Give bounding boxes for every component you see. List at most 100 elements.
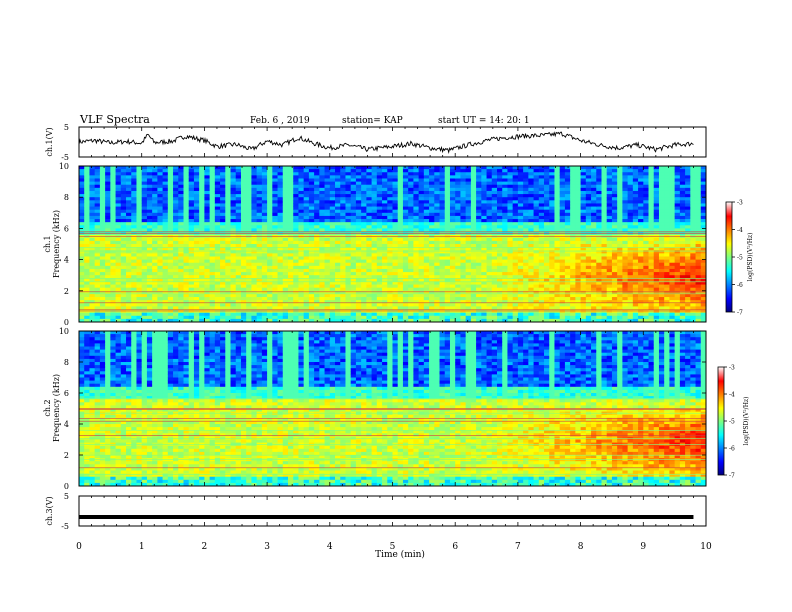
spec1-cell	[335, 225, 341, 229]
spec1-cell	[413, 247, 420, 251]
spec1-cell	[397, 259, 404, 264]
spec1-cell	[193, 290, 200, 295]
spec1-cell	[162, 212, 169, 217]
spec1-cell	[387, 219, 393, 223]
spec1-cell	[79, 175, 85, 179]
spec1-cell	[146, 272, 153, 276]
spec1-cell	[554, 228, 561, 232]
spec1-cell	[193, 225, 200, 229]
spec1-cell	[465, 237, 472, 242]
spec1-cell	[303, 306, 310, 310]
spec1-cell	[408, 287, 414, 292]
spec1-cell	[418, 284, 425, 289]
spec1-cell	[486, 215, 493, 220]
spec1-cell	[497, 203, 503, 207]
spec1-cell	[136, 181, 143, 186]
spec1-cell	[570, 240, 576, 245]
spec1-cell	[423, 166, 430, 170]
spec1-cell	[476, 265, 482, 270]
spec1-cell	[340, 256, 346, 260]
spec1-cell	[559, 265, 566, 270]
spec1-cell	[251, 268, 258, 273]
spec1-cell	[554, 209, 561, 214]
spec1-cell	[94, 184, 101, 189]
spec1-cell	[329, 222, 336, 226]
spec1-cell	[146, 169, 153, 173]
spec1-cell	[544, 250, 550, 254]
spec1-cell	[136, 237, 143, 242]
spec1-cell	[272, 228, 278, 232]
spec1-cell	[397, 281, 404, 285]
spec1-cell	[167, 244, 174, 248]
spec1-cell	[376, 278, 383, 282]
spec1-cell	[559, 169, 566, 173]
spec1-cell	[126, 184, 132, 189]
spec1-cell	[444, 228, 451, 232]
spec1-cell	[251, 303, 258, 307]
spec1-cell	[387, 284, 393, 289]
spec1-cell	[79, 306, 85, 310]
spec1-cell	[324, 206, 331, 211]
spec1-cell	[418, 306, 425, 310]
spec1-cell	[434, 169, 440, 173]
spec1-cell	[376, 306, 383, 310]
spec1-cell	[188, 315, 195, 320]
spec1-cell	[465, 187, 472, 192]
spec1-cell	[162, 166, 169, 170]
spec1-cell	[554, 190, 561, 195]
spec1-cell	[188, 284, 195, 289]
spec1-cell	[272, 259, 278, 264]
spec1-cell	[376, 275, 383, 279]
spec1-cell	[439, 222, 446, 226]
spec1-cell	[193, 312, 200, 317]
spec1-cell	[340, 253, 346, 257]
spec1-cell	[345, 206, 352, 211]
spec1-cell	[167, 268, 174, 273]
spec1-cell	[538, 253, 545, 257]
spec1-cell	[486, 206, 493, 211]
spec1-cell	[152, 175, 158, 179]
spec1-cell	[575, 315, 582, 320]
spec1-cell	[282, 278, 289, 282]
spec1-cell	[314, 228, 320, 232]
spec1-cell	[470, 281, 477, 285]
spec1-cell	[183, 219, 190, 223]
spec1-cell	[209, 247, 216, 251]
spec1-cell	[204, 312, 211, 317]
spec1-cell	[293, 268, 299, 273]
spec1-cell	[298, 197, 305, 201]
spec1-cell	[167, 197, 174, 201]
spec1-cell	[481, 212, 487, 217]
spec1-cell	[235, 247, 242, 251]
spec1-cell	[507, 225, 514, 229]
spec1-cell	[340, 275, 346, 279]
spec1-cell	[183, 244, 190, 248]
spec1-cell	[230, 172, 237, 176]
spec1-cell	[256, 281, 263, 285]
spec1-cell	[214, 209, 221, 214]
spec1-cell	[544, 219, 550, 223]
spec1-cell	[157, 247, 164, 251]
spec1-cell	[517, 253, 524, 257]
spec1-cell	[89, 175, 96, 179]
spec1-cell	[429, 240, 435, 245]
spec1-cell	[387, 275, 393, 279]
spec1-cell	[470, 315, 477, 320]
spec1-cell	[308, 275, 315, 279]
spec1-cell	[204, 166, 211, 170]
spec1-cell	[298, 268, 305, 273]
spec1-cell	[481, 228, 487, 232]
spec1-cell	[324, 293, 331, 298]
spec1-cell	[141, 215, 148, 220]
spec1-cell	[288, 265, 294, 270]
spec1-cell	[449, 268, 456, 273]
spec1-cell	[178, 237, 184, 242]
spec1-cell	[423, 200, 430, 204]
spec1-cell	[214, 190, 221, 195]
spec1-cell	[136, 228, 143, 232]
spec1-cell	[157, 259, 164, 264]
spec1-cell	[408, 272, 414, 276]
spec1-cell	[350, 306, 357, 310]
spec1-cell	[345, 287, 352, 292]
spec1-cell	[517, 181, 524, 186]
